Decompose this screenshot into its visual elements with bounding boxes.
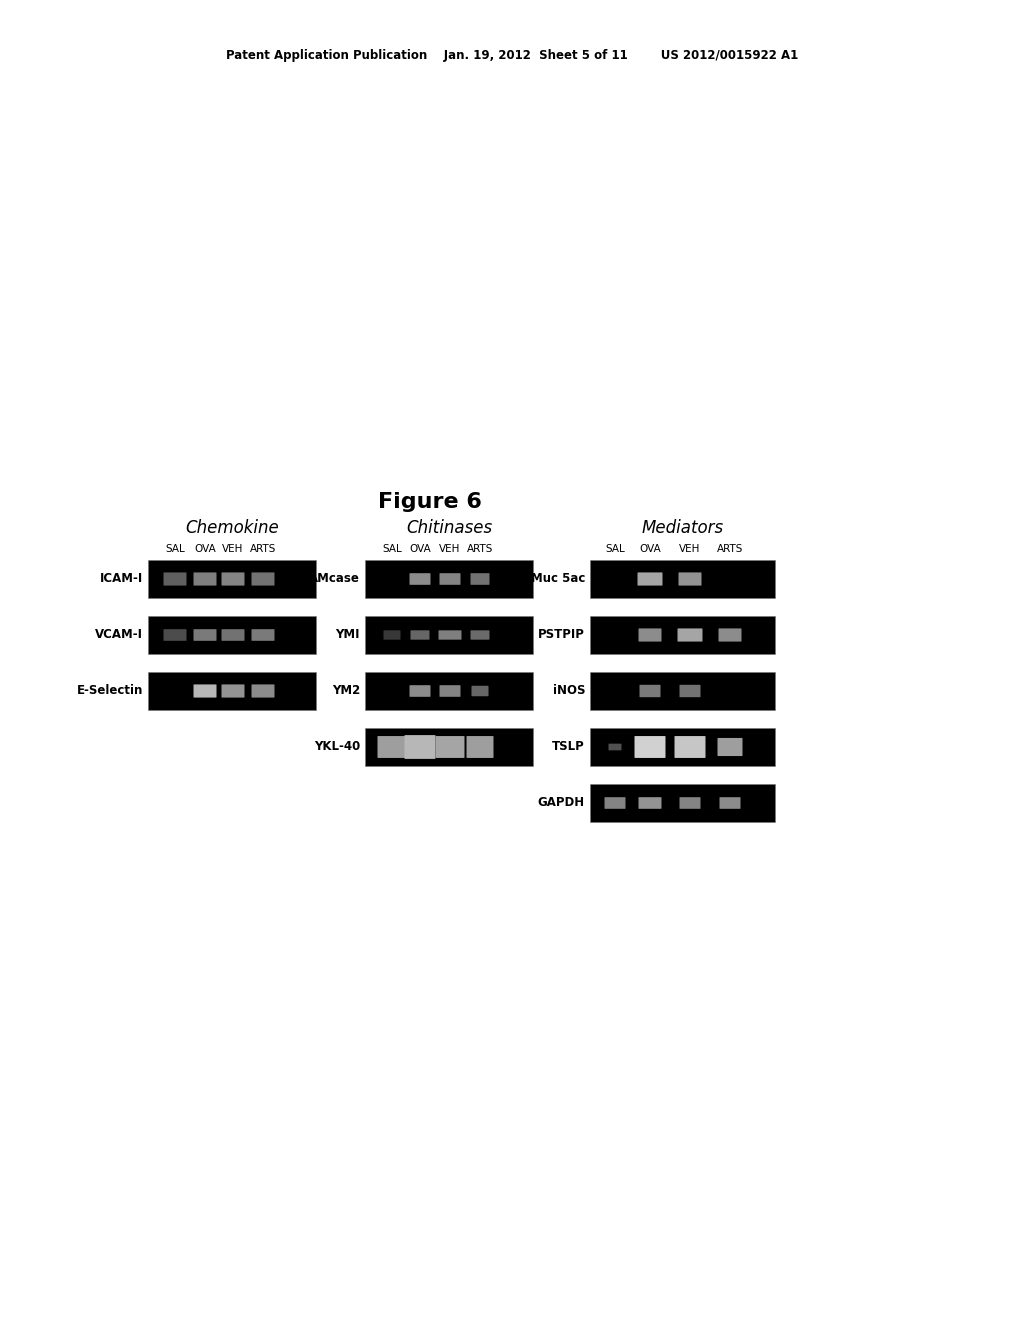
Bar — [590, 729, 775, 766]
FancyBboxPatch shape — [719, 628, 741, 642]
Text: TSLP: TSLP — [552, 741, 585, 754]
FancyBboxPatch shape — [470, 573, 489, 585]
FancyBboxPatch shape — [194, 685, 216, 697]
FancyBboxPatch shape — [640, 685, 660, 697]
FancyBboxPatch shape — [438, 631, 462, 640]
FancyBboxPatch shape — [410, 573, 430, 585]
Bar — [148, 560, 316, 598]
Bar — [148, 672, 316, 710]
FancyBboxPatch shape — [638, 573, 663, 586]
FancyBboxPatch shape — [720, 797, 740, 809]
FancyBboxPatch shape — [410, 685, 430, 697]
FancyBboxPatch shape — [164, 630, 186, 640]
FancyBboxPatch shape — [680, 797, 700, 809]
Text: ARTS: ARTS — [717, 544, 743, 554]
FancyBboxPatch shape — [164, 573, 186, 586]
Text: VEH: VEH — [222, 544, 244, 554]
Bar — [148, 616, 316, 653]
Text: ARTS: ARTS — [467, 544, 494, 554]
Text: Chemokine: Chemokine — [185, 519, 279, 537]
Text: GAPDH: GAPDH — [538, 796, 585, 809]
FancyBboxPatch shape — [608, 743, 622, 750]
Text: Mediators: Mediators — [641, 519, 724, 537]
FancyBboxPatch shape — [439, 573, 461, 585]
FancyBboxPatch shape — [679, 573, 701, 586]
FancyBboxPatch shape — [639, 628, 662, 642]
Text: iNOS: iNOS — [553, 685, 585, 697]
FancyBboxPatch shape — [384, 631, 400, 640]
FancyBboxPatch shape — [194, 573, 216, 586]
FancyBboxPatch shape — [470, 631, 489, 640]
FancyBboxPatch shape — [221, 630, 245, 640]
Text: VCAM-I: VCAM-I — [95, 628, 143, 642]
Text: AMcase: AMcase — [309, 573, 360, 586]
Text: OVA: OVA — [195, 544, 216, 554]
FancyBboxPatch shape — [252, 685, 274, 697]
Bar — [590, 672, 775, 710]
Bar — [365, 560, 534, 598]
Text: OVA: OVA — [639, 544, 660, 554]
FancyBboxPatch shape — [675, 737, 706, 758]
FancyBboxPatch shape — [604, 797, 626, 809]
FancyBboxPatch shape — [411, 631, 429, 640]
FancyBboxPatch shape — [467, 737, 494, 758]
Text: ARTS: ARTS — [250, 544, 276, 554]
Text: YKL-40: YKL-40 — [313, 741, 360, 754]
Text: VEH: VEH — [679, 544, 700, 554]
Bar — [590, 560, 775, 598]
FancyBboxPatch shape — [678, 628, 702, 642]
FancyBboxPatch shape — [194, 630, 216, 640]
Bar — [590, 784, 775, 822]
Bar — [365, 672, 534, 710]
Text: SAL: SAL — [382, 544, 401, 554]
FancyBboxPatch shape — [718, 738, 742, 756]
FancyBboxPatch shape — [680, 685, 700, 697]
Text: E-Selectin: E-Selectin — [77, 685, 143, 697]
FancyBboxPatch shape — [435, 737, 465, 758]
FancyBboxPatch shape — [439, 685, 461, 697]
FancyBboxPatch shape — [639, 797, 662, 809]
Text: Patent Application Publication    Jan. 19, 2012  Sheet 5 of 11        US 2012/00: Patent Application Publication Jan. 19, … — [226, 49, 798, 62]
Bar — [365, 729, 534, 766]
Text: Chitinases: Chitinases — [406, 519, 493, 537]
FancyBboxPatch shape — [404, 735, 435, 759]
Bar — [590, 616, 775, 653]
Text: SAL: SAL — [605, 544, 625, 554]
FancyBboxPatch shape — [252, 573, 274, 586]
FancyBboxPatch shape — [471, 686, 488, 696]
Text: YMI: YMI — [336, 628, 360, 642]
Text: Muc 5ac: Muc 5ac — [530, 573, 585, 586]
Text: ICAM-I: ICAM-I — [99, 573, 143, 586]
FancyBboxPatch shape — [252, 630, 274, 640]
Text: SAL: SAL — [165, 544, 185, 554]
Text: Figure 6: Figure 6 — [378, 492, 482, 512]
Text: VEH: VEH — [439, 544, 461, 554]
FancyBboxPatch shape — [378, 737, 407, 758]
FancyBboxPatch shape — [221, 573, 245, 586]
Text: OVA: OVA — [410, 544, 431, 554]
Bar — [365, 616, 534, 653]
FancyBboxPatch shape — [635, 737, 666, 758]
Text: PSTPIP: PSTPIP — [539, 628, 585, 642]
Text: YM2: YM2 — [332, 685, 360, 697]
FancyBboxPatch shape — [221, 685, 245, 697]
